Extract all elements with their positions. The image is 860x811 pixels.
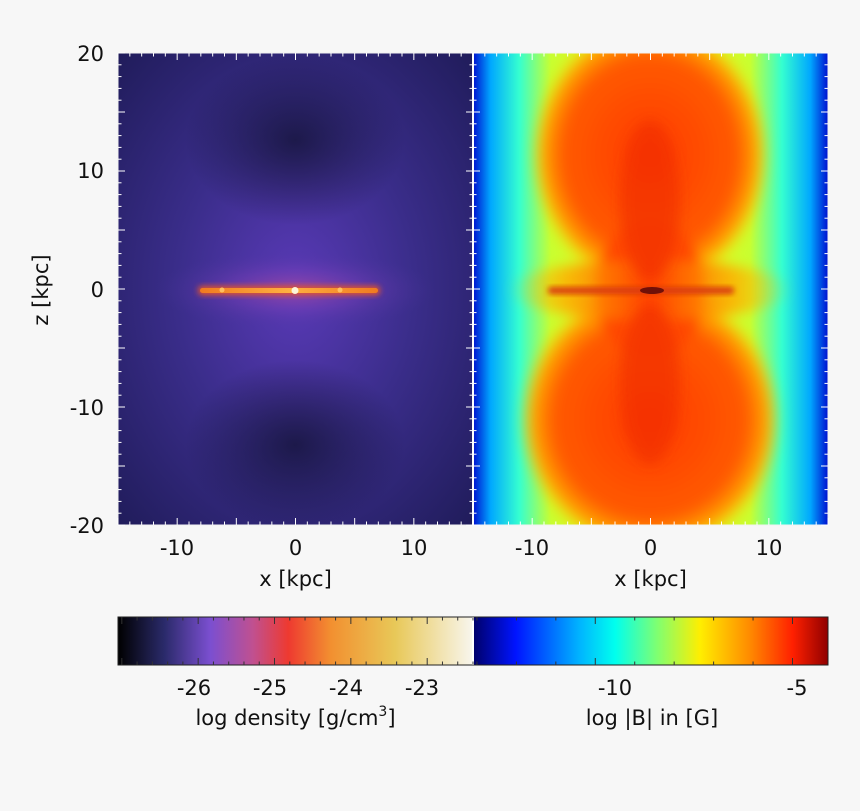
z-tick-label: -10 <box>70 396 104 420</box>
density-map <box>118 53 473 525</box>
density-x-tick-label: -10 <box>160 536 194 560</box>
density-colorbar-tick-labels: -26 -25 -24 -23 <box>177 676 439 700</box>
bfield-colorbar-tick-labels: -10 -5 <box>598 676 808 700</box>
z-tick-label: 0 <box>91 278 104 302</box>
bfield-map <box>473 53 828 525</box>
density-x-tick-labels: -10 0 10 <box>160 536 428 560</box>
bfield-x-tick-label: 0 <box>644 536 657 560</box>
bfield-x-tick-label: 10 <box>756 536 783 560</box>
density-colorbar-tick-label: -26 <box>177 676 211 700</box>
bfield-x-axis-label: x [kpc] <box>614 567 687 591</box>
density-x-tick-label: 0 <box>289 536 302 560</box>
z-tick-labels: 20 10 0 -10 -20 <box>70 42 104 538</box>
z-tick-label: -20 <box>70 514 104 538</box>
bfield-colorbar-tick-label: -10 <box>598 676 632 700</box>
bfield-colorbar-label: log |B| in [G] <box>586 706 718 731</box>
density-colorbar-tick-label: -24 <box>329 676 363 700</box>
density-colorbar-tick-label: -23 <box>405 676 439 700</box>
z-tick-label: 20 <box>77 42 104 66</box>
z-tick-label: 10 <box>77 159 104 183</box>
density-colorbar-tick-label: -25 <box>253 676 287 700</box>
density-colorbar <box>117 616 474 666</box>
bfield-colorbar <box>472 616 829 666</box>
bfield-x-tick-label: -10 <box>515 536 549 560</box>
density-x-tick-label: 10 <box>401 536 428 560</box>
bfield-x-tick-labels: -10 0 10 <box>515 536 783 560</box>
density-x-axis-label: x [kpc] <box>259 567 332 591</box>
axis-ticks <box>117 52 829 526</box>
bfield-colorbar-tick-label: -5 <box>787 676 808 700</box>
density-colorbar-label: log density [g/cm3] <box>195 704 395 730</box>
z-axis-label: z [kpc] <box>29 254 53 325</box>
colorbar-ticks <box>121 617 793 665</box>
